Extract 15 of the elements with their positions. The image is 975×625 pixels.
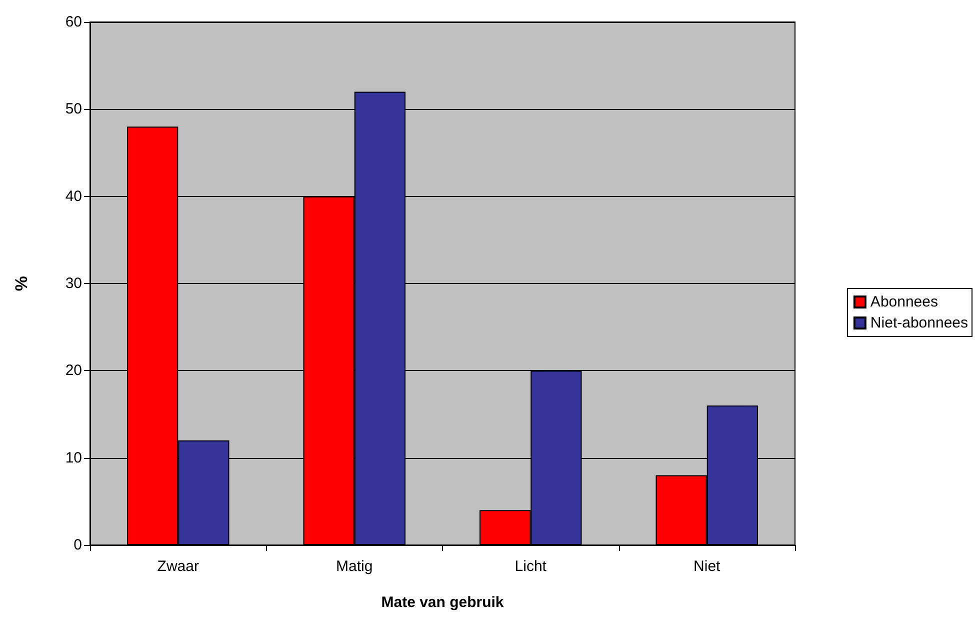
y-tick-label: 30: [65, 275, 82, 292]
x-axis-title: Mate van gebruik: [381, 594, 504, 611]
y-tick-label: 50: [65, 100, 82, 118]
x-tick-label: Niet: [694, 558, 722, 575]
y-tick-label: 40: [65, 188, 82, 205]
legend-label: Abonnees: [870, 294, 938, 310]
x-tick-label: Zwaar: [157, 558, 199, 575]
y-tick-label: 60: [65, 14, 82, 30]
x-tick-label: Licht: [514, 558, 548, 575]
y-tick-label: 10: [65, 449, 82, 466]
y-axis-title: %: [12, 276, 31, 292]
y-tick-label: 0: [74, 536, 82, 554]
y-tick-label: 20: [65, 362, 82, 380]
x-tick-label: Matig: [336, 558, 373, 575]
legend-label: Niet-abonnees: [870, 314, 968, 332]
